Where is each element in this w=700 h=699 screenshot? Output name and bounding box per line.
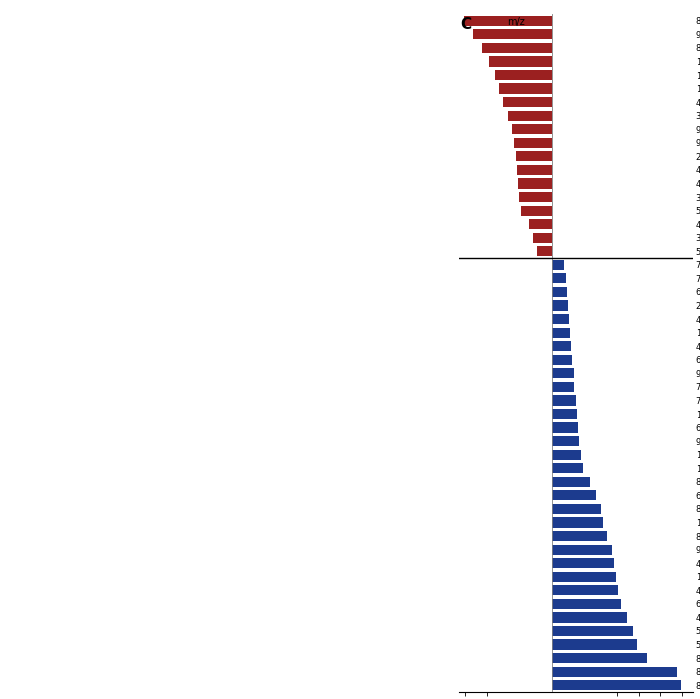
Bar <box>552 626 633 636</box>
Bar <box>518 178 552 189</box>
Bar <box>552 531 608 541</box>
Bar <box>552 368 573 378</box>
Bar <box>552 640 638 649</box>
Bar <box>552 301 568 310</box>
Bar <box>552 477 590 487</box>
Bar <box>489 57 552 66</box>
Bar <box>522 206 552 216</box>
Bar <box>552 490 596 500</box>
Bar <box>552 653 647 663</box>
Bar <box>464 15 552 26</box>
Bar <box>552 517 603 528</box>
Bar <box>517 165 552 175</box>
Bar <box>552 667 677 677</box>
Bar <box>552 328 570 338</box>
Bar <box>499 83 552 94</box>
Bar <box>552 436 579 446</box>
Bar <box>552 585 618 596</box>
Bar <box>552 504 601 514</box>
Bar <box>552 396 575 405</box>
Bar <box>503 97 552 107</box>
Bar <box>529 219 552 229</box>
Bar <box>516 151 552 161</box>
Text: C: C <box>461 17 472 32</box>
Bar <box>514 138 552 148</box>
Bar <box>494 70 552 80</box>
Text: m/z: m/z <box>508 17 525 27</box>
Bar <box>519 192 552 202</box>
Bar <box>552 287 567 297</box>
Bar <box>512 124 552 134</box>
Bar <box>552 409 577 419</box>
Bar <box>533 233 552 243</box>
Bar <box>508 110 552 121</box>
Bar <box>537 246 552 257</box>
Bar <box>552 422 578 433</box>
Bar <box>552 449 581 460</box>
Bar <box>552 558 614 568</box>
Bar <box>552 599 622 609</box>
Bar <box>552 260 564 270</box>
Bar <box>552 545 612 555</box>
Bar <box>552 572 616 582</box>
Bar <box>552 341 571 352</box>
Bar <box>473 29 552 39</box>
Bar <box>552 382 575 392</box>
Bar <box>552 273 566 284</box>
Bar <box>552 314 569 324</box>
Bar <box>552 463 583 473</box>
Bar <box>482 43 552 53</box>
Bar <box>552 612 627 623</box>
Bar <box>552 680 681 691</box>
Bar <box>552 354 573 365</box>
